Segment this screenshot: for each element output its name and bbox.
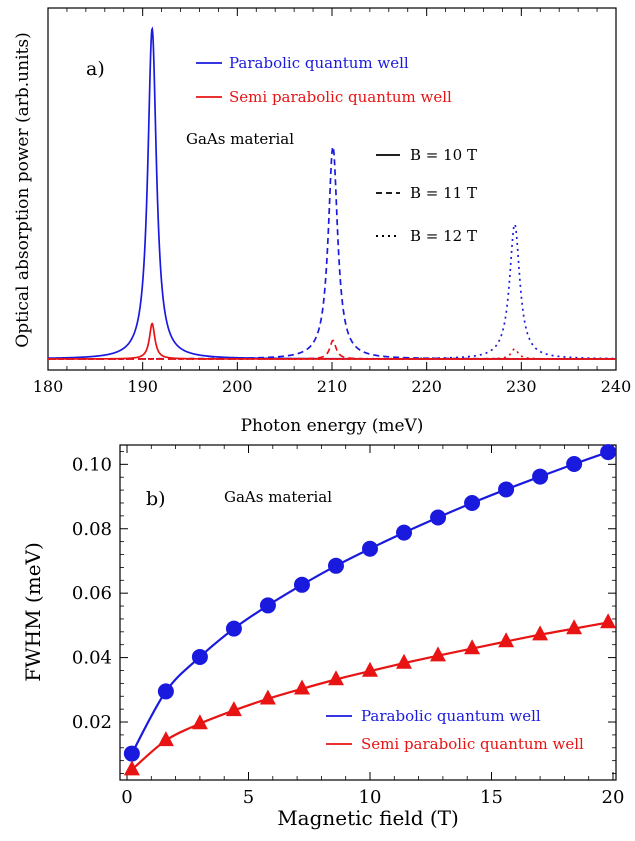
data-point-parabolic [430,509,447,526]
x-tick-label: 15 [480,787,503,808]
data-point-parabolic [566,456,583,473]
data-point-parabolic [464,494,481,511]
legend-a-b10-label: B = 10 T [410,146,477,164]
data-point-semi-parabolic [328,670,344,686]
panel-a: 180 190 200 210 220 230 240 a) GaAs material P… [13,7,632,436]
panel-a-curves [47,26,616,360]
data-point-semi-parabolic [259,689,276,705]
x-tick-label: 180 [33,377,64,396]
series-line-parabolic-dotted [48,223,616,360]
data-point-semi-parabolic [294,679,310,695]
x-tick-label: 5 [243,787,254,808]
data-point-semi-parabolic [566,619,583,635]
data-point-parabolic [293,576,310,593]
data-point-semi-parabolic [225,701,242,717]
data-point-parabolic [123,745,140,762]
x-tick-label: 240 [601,377,632,396]
x-tick-label: 20 [602,787,625,808]
x-tick-label: 230 [506,377,537,396]
x-tick-label: 210 [317,377,348,396]
panel-b-frame [119,444,617,781]
data-point-parabolic [259,597,276,614]
data-point-parabolic [327,557,344,574]
series-line-parabolic-solid [47,26,616,360]
legend-a-semi-label: Semi parabolic quantum well [229,88,452,106]
data-point-semi-parabolic [498,632,515,648]
data-point-semi-parabolic [430,646,446,662]
series-line-semi-parabolic-dotted [48,348,616,360]
panel-b: 0 5 10 15 20 0.02 0.04 0.06 0.08 0.10 b) GaAs mat… [21,444,624,830]
legend-b-parabolic-label: Parabolic quantum well [361,707,541,725]
data-point-semi-parabolic [600,613,617,629]
y-tick-label: 0.10 [72,454,112,475]
data-point-parabolic [600,444,617,461]
data-point-parabolic [498,481,515,498]
data-point-parabolic [532,468,549,485]
panel-b-series [123,444,617,776]
panel-a-xlabel: Photon energy (meV) [241,416,424,436]
panel-b-ylabel: FWHM (meV) [21,542,45,682]
series-line-semi-parabolic-dashed [48,339,616,360]
data-point-parabolic [362,540,378,557]
legend-a-b11-label: B = 11 T [410,184,477,202]
panel-a-annotation: GaAs material [186,130,294,148]
data-point-semi-parabolic [396,653,412,669]
data-point-semi-parabolic [157,731,174,747]
legend-a-parabolic-label: Parabolic quantum well [229,54,409,72]
data-point-parabolic [225,620,242,637]
panel-a-ticks: 180 190 200 210 220 230 240 [33,8,632,396]
y-tick-label: 0.06 [72,583,112,604]
x-tick-label: 220 [411,377,442,396]
data-point-semi-parabolic [464,639,481,655]
y-tick-label: 0.04 [72,648,112,669]
panel-b-annotation: GaAs material [224,488,332,506]
data-point-semi-parabolic [532,625,549,641]
series-line-parabolic-dashed [48,145,616,360]
x-tick-label: 200 [222,377,253,396]
y-tick-label: 0.08 [72,519,112,540]
panel-a-ylabel: Optical absorption power (arb.units) [13,32,33,347]
panel-b-xlabel: Magnetic field (T) [277,806,459,830]
data-point-semi-parabolic [362,661,378,677]
panel-a-label: a) [86,58,105,80]
panel-b-ticks: 0 5 10 15 20 0.02 0.04 0.06 0.08 0.10 [72,445,625,808]
data-point-parabolic [191,648,208,665]
y-tick-label: 0.02 [72,712,112,733]
panel-b-label: b) [146,488,166,510]
x-tick-label: 10 [359,787,382,808]
data-point-parabolic [396,524,413,541]
x-tick-label: 0 [121,787,132,808]
x-tick-label: 190 [127,377,158,396]
data-point-semi-parabolic [123,760,140,776]
legend-b-semi-label: Semi parabolic quantum well [361,735,584,753]
data-point-parabolic [157,683,174,700]
data-point-semi-parabolic [191,714,208,730]
legend-a-b12-label: B = 12 T [410,227,477,245]
